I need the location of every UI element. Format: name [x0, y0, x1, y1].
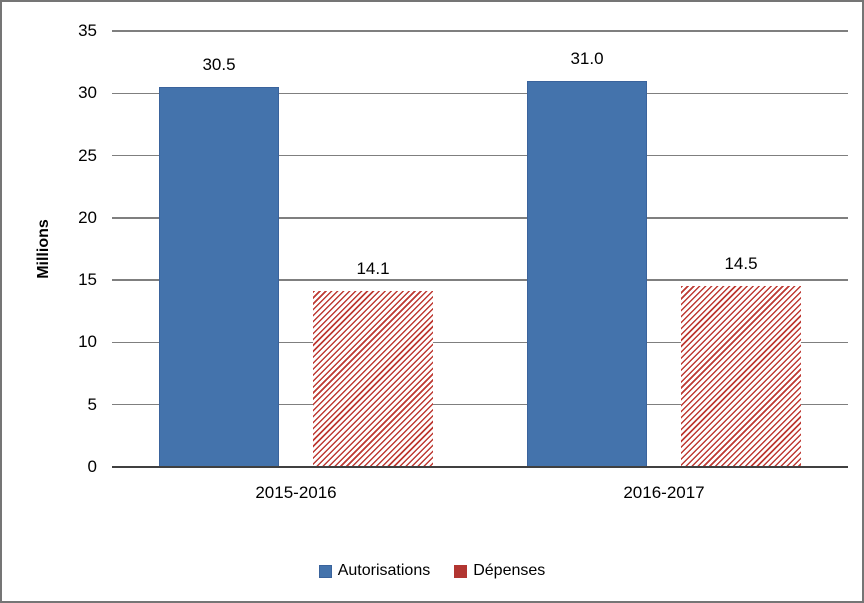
legend-swatch-autorisations-icon: [318, 564, 332, 578]
y-tick-label-25: 25: [78, 145, 97, 165]
data-label-depenses-2015-2016: 14.1: [356, 259, 390, 279]
legend-item-autorisations: Autorisations: [318, 561, 431, 581]
plot-area: 30.5 14.1 31.0 14.5: [112, 30, 848, 468]
gridline-y-15: [112, 279, 848, 281]
y-tick-label-35: 35: [78, 21, 97, 40]
y-axis-title: Millions: [35, 219, 52, 279]
bar-autorisations-2016-2017: [527, 80, 647, 467]
y-tick-label-5: 5: [87, 394, 97, 414]
x-category-label-2015-2016: 2015-2016: [255, 483, 337, 502]
y-tick-label-0: 0: [87, 457, 97, 476]
data-label-depenses-2016-2017: 14.5: [724, 254, 758, 274]
y-tick-label-15: 15: [78, 270, 97, 290]
gridline-y-10: [112, 341, 848, 344]
y-tick-label-30: 30: [78, 83, 97, 103]
gridline-y-25: [112, 154, 848, 157]
y-tick-label-20: 20: [78, 207, 97, 227]
legend: Autorisations Dépenses: [2, 559, 862, 583]
gridline-y-30: [112, 92, 848, 95]
gridline-y-5: [112, 403, 848, 406]
bar-depenses-2015-2016: [313, 291, 433, 467]
data-label-autorisations-2015-2016: 30.5: [202, 55, 236, 75]
gridline-y-35: [112, 30, 848, 32]
legend-label-depenses: Dépenses: [473, 562, 546, 579]
gridline-y-20: [112, 217, 848, 219]
data-label-autorisations-2016-2017: 31.0: [570, 48, 604, 68]
x-axis-line: [112, 466, 848, 468]
legend-swatch-depenses-icon: [454, 564, 468, 578]
y-tick-label-10: 10: [78, 332, 97, 352]
bar-depenses-2016-2017: [681, 286, 801, 467]
bar-autorisations-2015-2016: [159, 87, 279, 467]
legend-label-autorisations: Autorisations: [337, 562, 431, 579]
legend-item-depenses: Dépenses: [454, 561, 545, 581]
x-category-label-2016-2017: 2016-2017: [623, 483, 705, 502]
